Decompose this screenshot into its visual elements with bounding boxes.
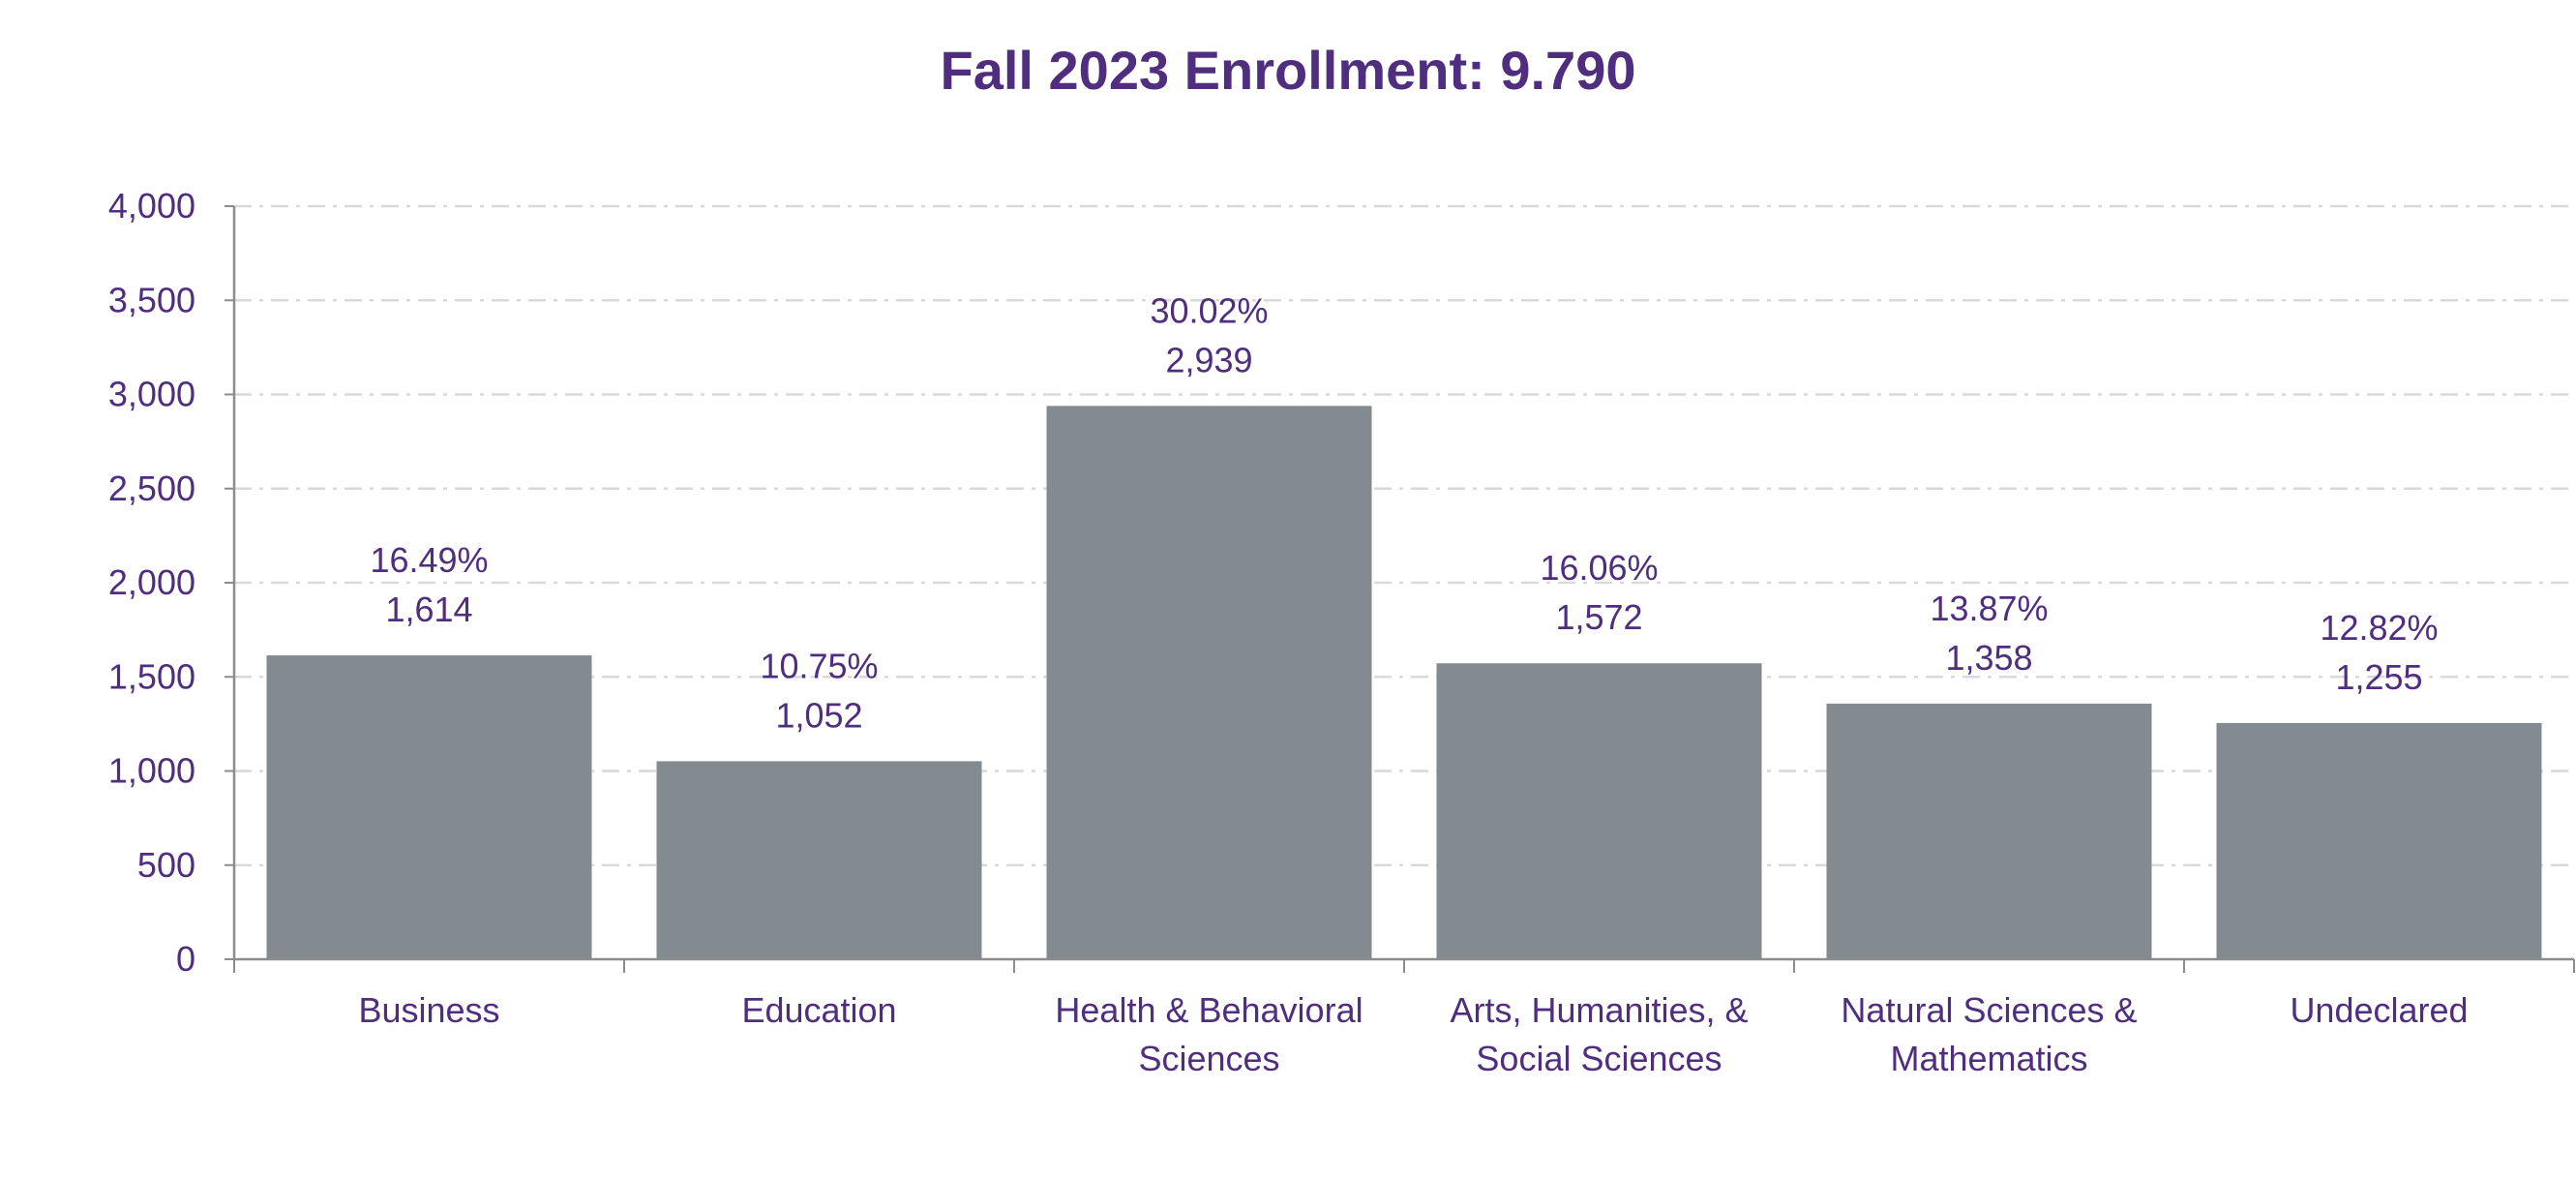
x-category-label: Natural Sciences & <box>1841 990 2137 1030</box>
value-label: 1,255 <box>2335 657 2422 697</box>
percent-label: 10.75% <box>760 646 878 685</box>
y-tick-label: 3,500 <box>108 280 195 319</box>
chart-title: Fall 2023 Enrollment: 9.790 <box>941 40 1636 101</box>
y-tick-label: 3,000 <box>108 375 195 414</box>
x-category-label: Education <box>741 990 896 1030</box>
percent-label: 16.06% <box>1540 548 1658 588</box>
value-label: 1,614 <box>385 590 472 629</box>
x-category-label: Undeclared <box>2290 990 2468 1030</box>
x-category-label: Mathematics <box>1890 1039 2087 1078</box>
value-label: 1,358 <box>1945 638 2032 678</box>
x-category-label: Sciences <box>1138 1039 1279 1078</box>
bars <box>266 406 2542 959</box>
y-tick-label: 500 <box>137 845 195 885</box>
x-category-label: Business <box>358 990 499 1030</box>
percent-label: 13.87% <box>1930 589 2048 628</box>
y-tick-label: 2,500 <box>108 469 195 508</box>
bar <box>266 655 592 959</box>
value-label: 2,939 <box>1165 340 1252 379</box>
y-tick-label: 4,000 <box>108 186 195 226</box>
grid-lines <box>234 204 2574 866</box>
x-category-label: Social Sciences <box>1476 1039 1722 1078</box>
bar <box>1826 703 2152 959</box>
y-tick-label: 1,500 <box>108 656 195 696</box>
percent-label: 16.49% <box>370 540 488 580</box>
value-label: 1,052 <box>775 695 862 735</box>
x-category-label: Health & Behavioral <box>1055 990 1363 1030</box>
value-label: 1,572 <box>1555 597 1642 637</box>
bar <box>2216 722 2542 959</box>
y-tick-label: 0 <box>176 939 195 979</box>
y-tick-label: 1,000 <box>108 751 195 791</box>
x-category-label: Arts, Humanities, & <box>1450 990 1748 1030</box>
percent-label: 12.82% <box>2320 608 2438 648</box>
axes: 0 500 1,000 1,500 2,000 2,500 3,000 3,500 4,000 B… <box>108 186 2575 1078</box>
bar <box>1436 663 1762 959</box>
data-labels: 16.49% 1,614 10.75% 1,052 30.02% 2,939 16.06% 1… <box>370 290 2438 735</box>
bar <box>656 761 982 959</box>
bar <box>1046 406 1372 959</box>
percent-label: 30.02% <box>1150 290 1268 330</box>
y-tick-label: 2,000 <box>108 562 195 602</box>
